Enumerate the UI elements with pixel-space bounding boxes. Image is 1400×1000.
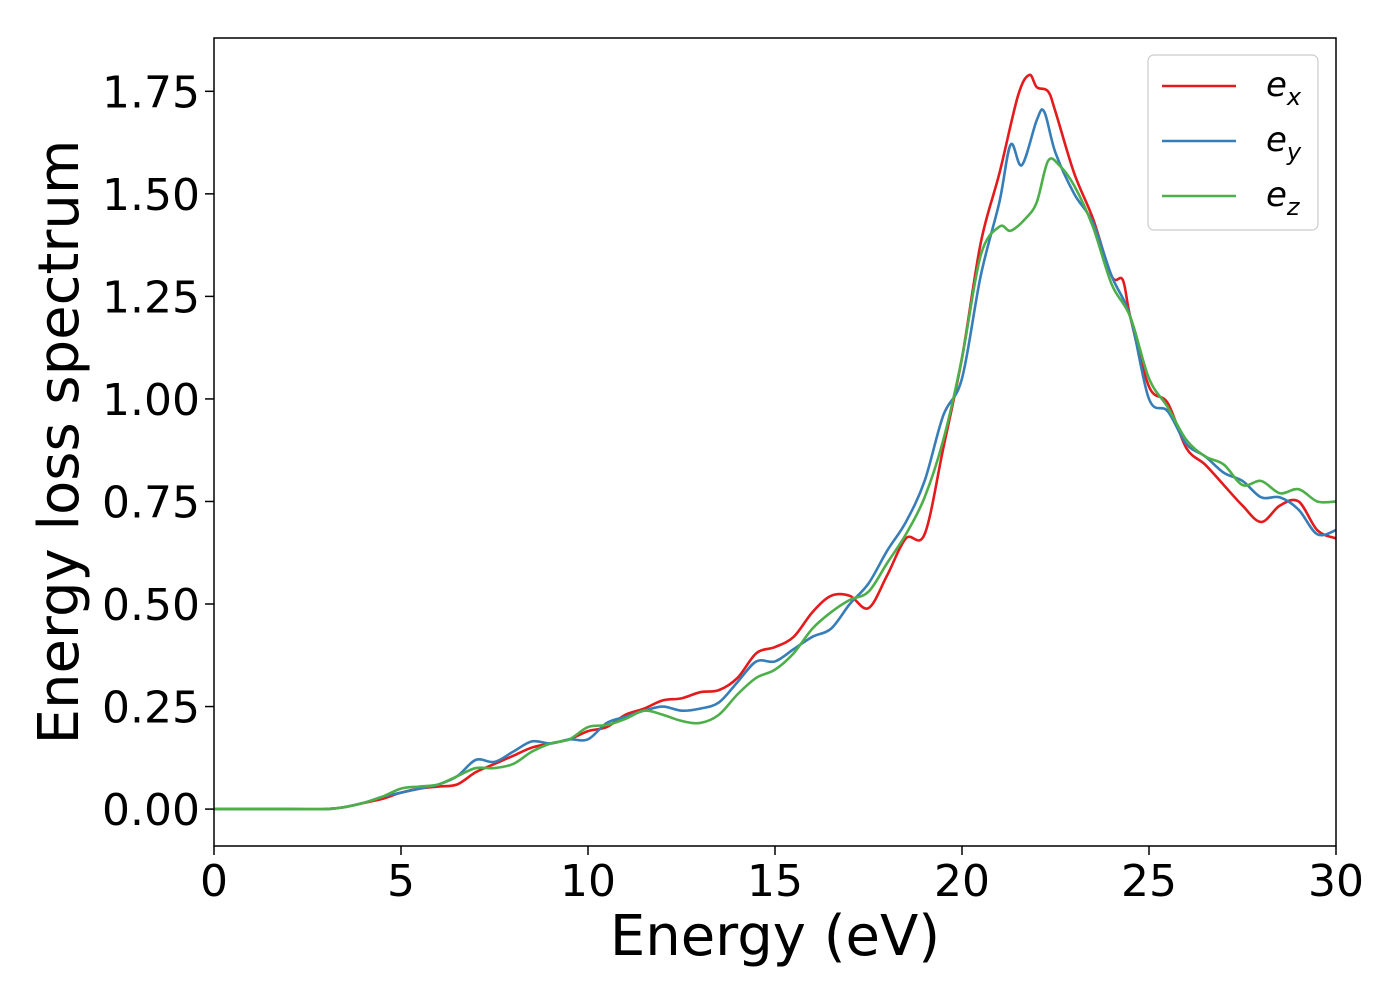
series-line-x (214, 73, 1336, 811)
series-line-z (214, 157, 1336, 811)
x-tick-label: 0 (200, 856, 228, 907)
legend-label-subscript: z (1286, 193, 1301, 221)
x-axis: 0 5 10 15 20 25 30 (200, 846, 1364, 907)
legend-label-y: ey (1266, 120, 1302, 166)
x-tick-label: 20 (934, 856, 990, 907)
legend-label-subscript: x (1286, 83, 1302, 111)
legend-box (1147, 54, 1319, 231)
x-axis-title: Energy (eV) (610, 904, 940, 969)
series-line-y (214, 108, 1336, 811)
legend-label-x: ex (1266, 65, 1302, 111)
y-axis-title: Energy loss spectrum (27, 140, 92, 745)
legend-label-subscript: y (1286, 138, 1302, 166)
legend-label-base: e (1266, 120, 1287, 160)
y-axis: 0.00 0.25 0.50 0.75 1.00 1.25 1.50 1.75 (102, 67, 214, 836)
series-layer (214, 73, 1336, 811)
legend-label-base: e (1266, 65, 1287, 105)
x-tick-label: 15 (747, 856, 803, 907)
x-tick-label: 30 (1308, 856, 1364, 907)
y-tick-label: 1.00 (102, 375, 200, 426)
y-tick-label: 0.75 (102, 477, 200, 528)
y-tick-label: 1.25 (102, 272, 200, 323)
y-tick-label: 1.75 (102, 67, 200, 118)
y-tick-label: 0.25 (102, 683, 200, 734)
y-tick-label: 0.00 (102, 785, 200, 836)
legend-label-z: ez (1266, 175, 1301, 221)
x-tick-label: 5 (387, 856, 415, 907)
x-tick-label: 10 (560, 856, 616, 907)
x-tick-label: 25 (1121, 856, 1177, 907)
y-tick-label: 0.50 (102, 580, 200, 631)
y-tick-label: 1.50 (102, 170, 200, 221)
legend-label-base: e (1266, 175, 1287, 215)
